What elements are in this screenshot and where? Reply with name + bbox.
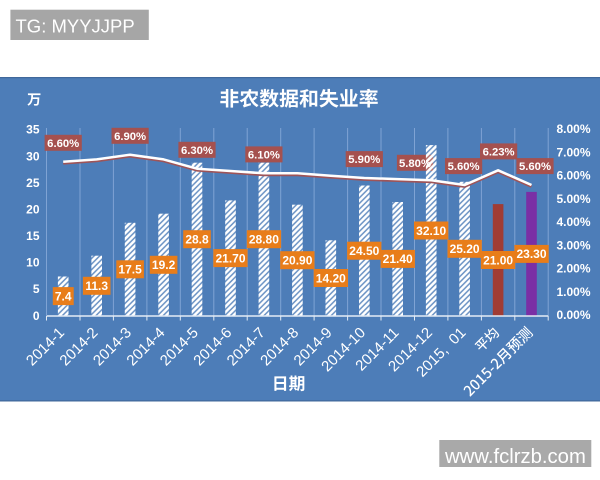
svg-text:25.20: 25.20 — [450, 242, 480, 256]
svg-text:35: 35 — [26, 123, 40, 137]
svg-text:5: 5 — [33, 282, 40, 296]
svg-text:6.00%: 6.00% — [557, 169, 591, 183]
svg-text:10: 10 — [26, 256, 40, 270]
svg-text:2.00%: 2.00% — [557, 262, 591, 276]
svg-text:4.00%: 4.00% — [557, 215, 591, 229]
svg-text:3.00%: 3.00% — [557, 238, 591, 252]
svg-text:14.20: 14.20 — [316, 271, 346, 285]
svg-text:21.00: 21.00 — [483, 253, 513, 267]
svg-text:19.2: 19.2 — [152, 258, 176, 272]
svg-text:7.00%: 7.00% — [557, 145, 591, 159]
svg-text:5.60%: 5.60% — [519, 161, 551, 173]
svg-text:5.80%: 5.80% — [399, 158, 431, 170]
svg-text:28.8: 28.8 — [185, 233, 209, 247]
svg-text:8.00%: 8.00% — [557, 122, 591, 136]
svg-text:21.40: 21.40 — [383, 252, 413, 266]
svg-text:30: 30 — [26, 149, 40, 163]
svg-text:25: 25 — [26, 176, 40, 190]
svg-text:6.30%: 6.30% — [181, 145, 213, 157]
svg-text:20.90: 20.90 — [282, 254, 312, 268]
svg-text:5.60%: 5.60% — [448, 161, 480, 173]
svg-text:www.fclrzb.com: www.fclrzb.com — [444, 446, 586, 468]
svg-text:24.50: 24.50 — [349, 244, 379, 258]
svg-text:5.90%: 5.90% — [348, 154, 380, 166]
svg-text:28.80: 28.80 — [249, 233, 279, 247]
svg-text:0: 0 — [33, 309, 40, 323]
svg-text:6.90%: 6.90% — [114, 131, 146, 143]
svg-text:15: 15 — [26, 229, 40, 243]
svg-text:20: 20 — [26, 202, 40, 216]
svg-text:11.3: 11.3 — [85, 279, 108, 293]
svg-text:32.10: 32.10 — [416, 224, 446, 238]
svg-text:6.60%: 6.60% — [47, 138, 79, 150]
svg-text:1.00%: 1.00% — [557, 285, 591, 299]
svg-text:TG: MYYJJPP: TG: MYYJJPP — [16, 16, 135, 37]
svg-text:6.10%: 6.10% — [248, 149, 280, 161]
svg-text:23.30: 23.30 — [516, 247, 546, 261]
svg-text:21.70: 21.70 — [215, 251, 245, 265]
svg-text:5.00%: 5.00% — [557, 192, 591, 206]
svg-text:17.5: 17.5 — [118, 263, 142, 277]
svg-text:6.23%: 6.23% — [483, 146, 515, 158]
svg-text:0.00%: 0.00% — [557, 308, 591, 322]
svg-text:7.4: 7.4 — [55, 289, 72, 303]
